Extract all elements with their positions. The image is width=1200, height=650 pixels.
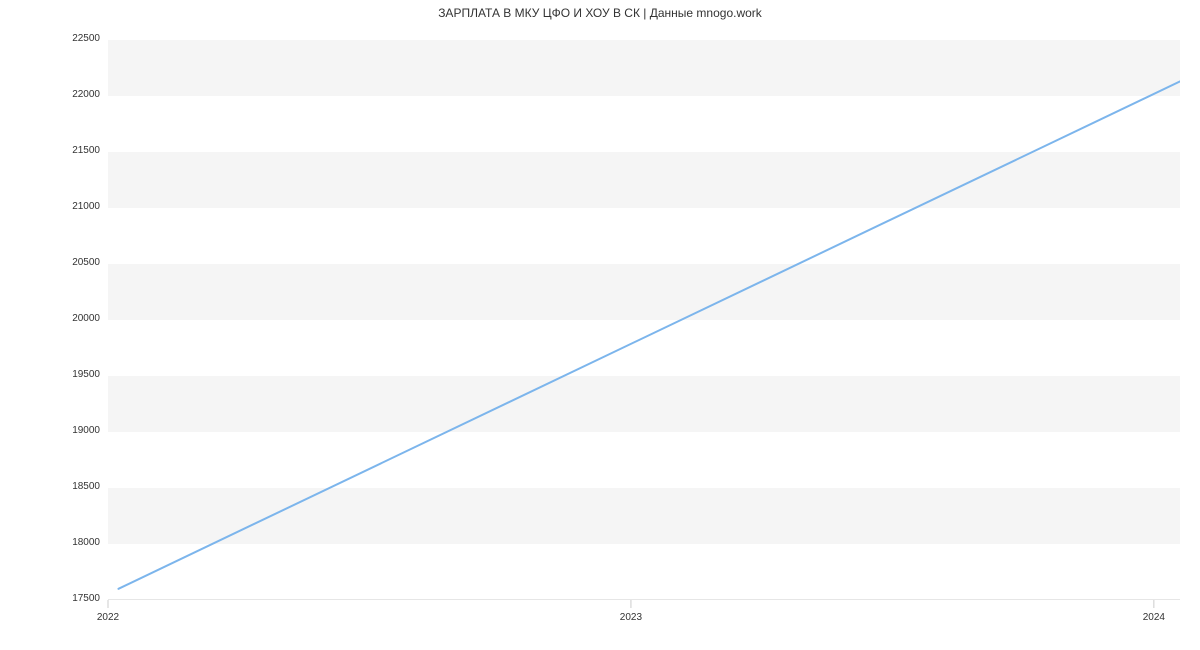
plot-area bbox=[108, 40, 1180, 600]
y-tick-label: 22500 bbox=[40, 33, 100, 44]
y-tick-label: 22000 bbox=[40, 89, 100, 100]
y-tick-label: 21500 bbox=[40, 145, 100, 156]
chart-title: ЗАРПЛАТА В МКУ ЦФО И ХОУ В СК | Данные m… bbox=[0, 6, 1200, 20]
y-tick-label: 19000 bbox=[40, 425, 100, 436]
y-tick-label: 20000 bbox=[40, 313, 100, 324]
line-chart: ЗАРПЛАТА В МКУ ЦФО И ХОУ В СК | Данные m… bbox=[0, 0, 1200, 650]
y-tick-label: 18000 bbox=[40, 537, 100, 548]
x-tick-label: 2023 bbox=[620, 612, 642, 623]
chart-svg bbox=[108, 40, 1180, 600]
y-tick-label: 21000 bbox=[40, 201, 100, 212]
y-tick-label: 20500 bbox=[40, 257, 100, 268]
y-tick-label: 17500 bbox=[40, 593, 100, 604]
y-tick-label: 18500 bbox=[40, 481, 100, 492]
y-tick-label: 19500 bbox=[40, 369, 100, 380]
x-tick-label: 2024 bbox=[1143, 612, 1165, 623]
x-tick-label: 2022 bbox=[97, 612, 119, 623]
